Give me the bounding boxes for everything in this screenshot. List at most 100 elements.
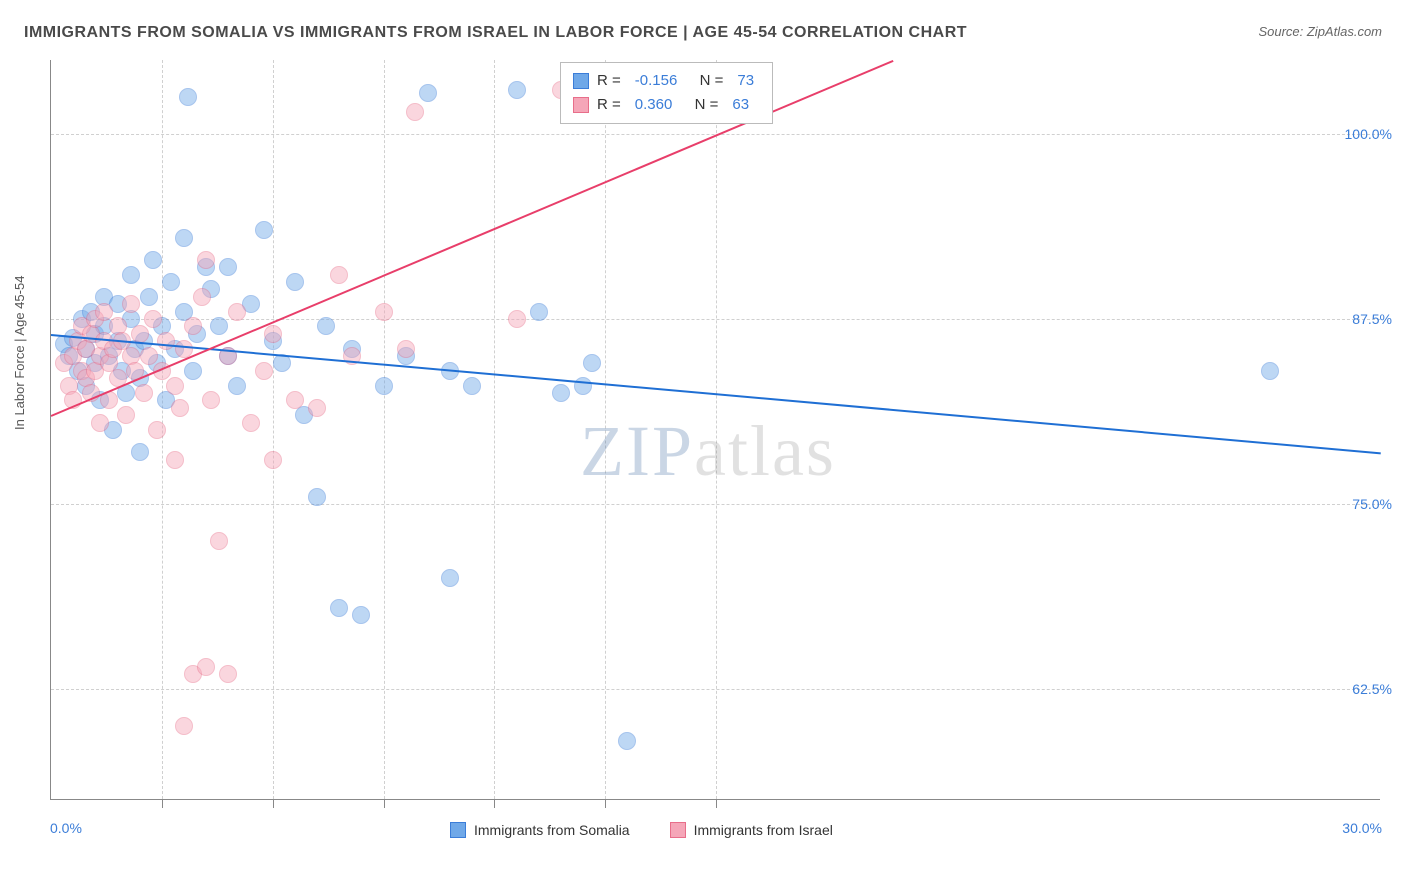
data-point <box>255 362 273 380</box>
data-point <box>264 325 282 343</box>
data-point <box>117 406 135 424</box>
data-point <box>166 451 184 469</box>
data-point <box>219 665 237 683</box>
data-point <box>144 251 162 269</box>
legend-item: Immigrants from Israel <box>670 822 833 838</box>
scatter-chart <box>50 60 1380 800</box>
data-point <box>157 332 175 350</box>
y-axis-label: In Labor Force | Age 45-54 <box>12 276 27 430</box>
ytick-label: 75.0% <box>1352 496 1392 512</box>
data-point <box>91 414 109 432</box>
data-point <box>397 340 415 358</box>
data-point <box>583 354 601 372</box>
data-point <box>162 273 180 291</box>
data-point <box>122 295 140 313</box>
data-point <box>530 303 548 321</box>
data-point <box>286 391 304 409</box>
legend-row: R = 0.360 N = 63 <box>573 93 760 117</box>
data-point <box>179 88 197 106</box>
gridline-v <box>273 60 274 799</box>
data-point <box>463 377 481 395</box>
data-point <box>419 84 437 102</box>
ytick-label: 62.5% <box>1352 681 1392 697</box>
data-point <box>171 399 189 417</box>
xtick-mark <box>162 800 163 808</box>
ytick-label: 87.5% <box>1352 311 1392 327</box>
legend-r-value: 0.360 <box>635 93 673 117</box>
data-point <box>122 266 140 284</box>
source-label: Source: ZipAtlas.com <box>1258 24 1382 39</box>
legend-n-value: 73 <box>737 69 754 93</box>
data-point <box>202 391 220 409</box>
data-point <box>375 303 393 321</box>
xtick-mark <box>605 800 606 808</box>
data-point <box>1261 362 1279 380</box>
data-point <box>197 658 215 676</box>
legend-row: R = -0.156 N = 73 <box>573 69 760 93</box>
xtick-min: 0.0% <box>50 820 82 836</box>
legend-item: Immigrants from Somalia <box>450 822 630 838</box>
data-point <box>352 606 370 624</box>
data-point <box>308 488 326 506</box>
data-point <box>242 414 260 432</box>
legend-swatch <box>573 97 589 113</box>
data-point <box>508 81 526 99</box>
data-point <box>406 103 424 121</box>
data-point <box>618 732 636 750</box>
data-point <box>175 229 193 247</box>
xtick-mark <box>384 800 385 808</box>
data-point <box>135 384 153 402</box>
data-point <box>317 317 335 335</box>
data-point <box>308 399 326 417</box>
legend-r-value: -0.156 <box>635 69 678 93</box>
series-legend: Immigrants from Somalia Immigrants from I… <box>450 822 833 838</box>
data-point <box>184 317 202 335</box>
data-point <box>140 288 158 306</box>
xtick-mark <box>273 800 274 808</box>
legend-r-label: R = <box>597 69 621 93</box>
data-point <box>95 303 113 321</box>
data-point <box>255 221 273 239</box>
data-point <box>552 384 570 402</box>
data-point <box>175 717 193 735</box>
data-point <box>330 599 348 617</box>
ytick-label: 100.0% <box>1345 126 1392 142</box>
legend-swatch <box>670 822 686 838</box>
data-point <box>219 258 237 276</box>
data-point <box>184 362 202 380</box>
data-point <box>508 310 526 328</box>
data-point <box>228 303 246 321</box>
data-point <box>210 317 228 335</box>
xtick-max: 30.0% <box>1342 820 1382 836</box>
data-point <box>441 569 459 587</box>
gridline-v <box>605 60 606 799</box>
data-point <box>144 310 162 328</box>
legend-swatch <box>573 73 589 89</box>
data-point <box>131 325 149 343</box>
data-point <box>286 273 304 291</box>
data-point <box>131 443 149 461</box>
legend-n-value: 63 <box>732 93 749 117</box>
legend-n-label: N = <box>686 93 718 117</box>
gridline-v <box>384 60 385 799</box>
legend-swatch <box>450 822 466 838</box>
data-point <box>264 451 282 469</box>
legend-r-label: R = <box>597 93 621 117</box>
legend-series-name: Immigrants from Somalia <box>474 822 630 838</box>
gridline-v <box>716 60 717 799</box>
xtick-mark <box>494 800 495 808</box>
data-point <box>375 377 393 395</box>
data-point <box>210 532 228 550</box>
data-point <box>166 377 184 395</box>
data-point <box>148 421 166 439</box>
xtick-mark <box>716 800 717 808</box>
gridline-v <box>494 60 495 799</box>
data-point <box>197 251 215 269</box>
data-point <box>228 377 246 395</box>
legend-n-label: N = <box>691 69 723 93</box>
correlation-legend: R = -0.156 N = 73R = 0.360 N = 63 <box>560 62 773 124</box>
chart-title: IMMIGRANTS FROM SOMALIA VS IMMIGRANTS FR… <box>24 24 967 42</box>
data-point <box>574 377 592 395</box>
data-point <box>140 347 158 365</box>
data-point <box>193 288 211 306</box>
